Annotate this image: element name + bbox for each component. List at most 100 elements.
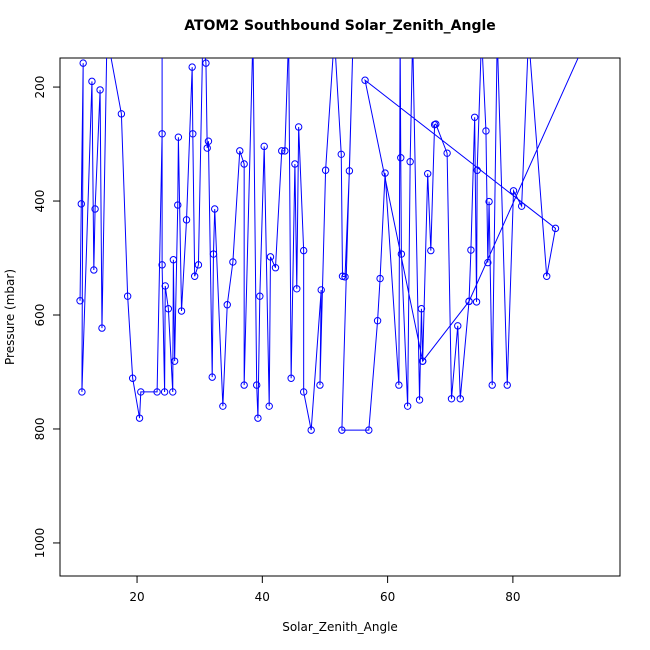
data-point: [158, 261, 166, 269]
data-point: [128, 374, 137, 382]
data-point: [164, 305, 173, 313]
y-tick-label: 400: [33, 190, 47, 213]
data-point: [177, 307, 186, 315]
data-point: [465, 297, 473, 306]
data-point: [525, 33, 531, 39]
data-point: [291, 160, 299, 168]
data-point: [161, 282, 169, 290]
data-point: [294, 123, 303, 131]
data-point: [117, 110, 126, 118]
data-point: [397, 154, 405, 162]
data-point: [240, 381, 248, 389]
data-point: [395, 381, 403, 389]
data-point: [174, 133, 183, 141]
data-point: [135, 414, 144, 422]
data-point: [265, 402, 273, 410]
x-axis-label: Solar_Zenith_Angle: [282, 620, 398, 634]
data-point: [91, 205, 99, 213]
data-point: [211, 205, 219, 213]
data-point: [484, 258, 492, 267]
data-point: [397, 250, 406, 258]
data-point: [194, 261, 203, 269]
data-point: [473, 166, 481, 174]
data-point: [189, 130, 197, 138]
data-point: [381, 169, 389, 177]
data-point: [447, 395, 456, 403]
y-axis-label: Pressure (mbar): [3, 269, 17, 365]
y-tick-label: 200: [33, 76, 47, 99]
data-point: [209, 250, 218, 258]
data-point: [229, 258, 237, 266]
data-point: [423, 169, 432, 178]
data-point: [376, 274, 384, 283]
x-tick-label: 40: [255, 590, 270, 604]
data-point: [169, 388, 177, 396]
data-point: [321, 166, 330, 174]
chart-title: ATOM2 Southbound Solar_Zenith_Angle: [184, 18, 496, 34]
data-point: [293, 285, 301, 293]
data-point: [190, 272, 199, 280]
data-point: [223, 301, 231, 309]
y-tick-label: 600: [33, 304, 47, 327]
data-point: [503, 381, 511, 389]
data-point: [202, 59, 210, 67]
data-point: [517, 202, 526, 210]
plot-box: [59, 57, 621, 577]
data-point: [418, 357, 427, 365]
x-tick-label: 60: [380, 590, 395, 604]
data-point: [182, 216, 191, 224]
data-point: [208, 373, 216, 381]
data-point: [256, 292, 264, 300]
data-point: [104, 33, 110, 39]
data-point: [472, 298, 481, 306]
data-point: [240, 160, 248, 168]
x-tick-label: 80: [505, 590, 520, 604]
data-point: [252, 381, 261, 389]
data-point: [174, 201, 182, 209]
data-point: [341, 273, 349, 281]
data-point: [467, 246, 475, 254]
data-point: [88, 77, 96, 86]
data-point: [76, 297, 84, 305]
data-point: [307, 426, 315, 434]
data-point: [219, 402, 227, 410]
data-point: [281, 147, 289, 155]
data-point: [509, 187, 518, 195]
data-point: [90, 266, 98, 274]
data-point: [373, 317, 382, 325]
x-tick-label: 20: [129, 590, 144, 604]
data-point: [160, 388, 169, 396]
data-point: [454, 322, 462, 330]
data-point: [337, 150, 345, 159]
data-point: [551, 224, 560, 233]
data-point: [203, 144, 211, 152]
data-point: [345, 167, 354, 175]
data-point: [287, 374, 295, 382]
data-point: [123, 292, 132, 300]
data-point: [338, 426, 346, 434]
data-point: [278, 147, 286, 155]
data-point: [470, 113, 479, 121]
data-point: [77, 200, 85, 208]
data-point: [204, 137, 213, 145]
data-point: [485, 197, 493, 206]
data-point: [158, 130, 166, 138]
y-tick-label: 1000: [33, 528, 47, 559]
data-point: [365, 426, 373, 434]
data-point: [78, 388, 86, 396]
data-point: [170, 357, 179, 365]
data-point: [98, 324, 106, 332]
data-point: [443, 149, 451, 157]
data-point: [96, 86, 104, 94]
data-point: [260, 142, 268, 151]
data-point: [415, 396, 424, 404]
data-point: [432, 120, 440, 128]
data-point: [361, 76, 369, 84]
data-point: [299, 246, 308, 255]
data-point: [266, 253, 275, 261]
data-point: [254, 414, 262, 422]
data-point: [403, 402, 412, 410]
data-point: [169, 256, 178, 264]
data-point: [271, 264, 280, 272]
